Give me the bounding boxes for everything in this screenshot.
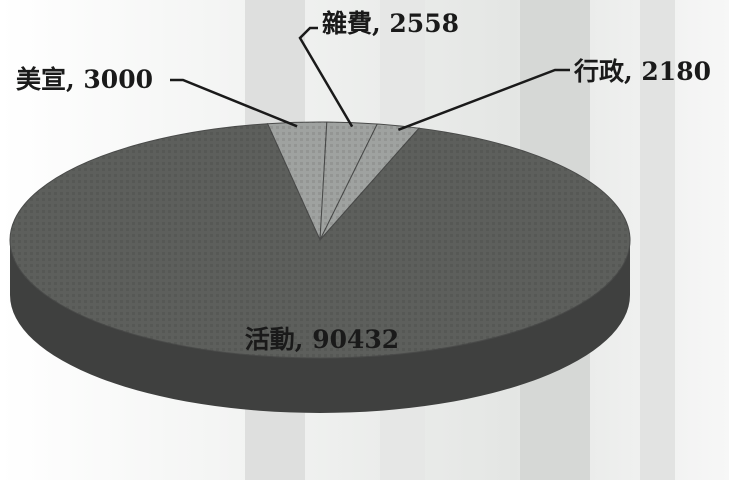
leader-line-design [170,78,298,128]
pie-texture [10,122,630,358]
slice-label-design: 美宣, 3000 [16,65,153,94]
leader-lines [170,26,570,131]
leader-line-misc [298,26,354,128]
leader-line-admin [397,68,570,131]
slice-label-misc: 雜費, 2558 [322,9,459,38]
slice-label-activity: 活動, 90432 [245,325,399,354]
pie-side-wall [10,240,630,413]
pie-slices [9,121,631,413]
slice-label-admin: 行政, 2180 [573,57,711,86]
